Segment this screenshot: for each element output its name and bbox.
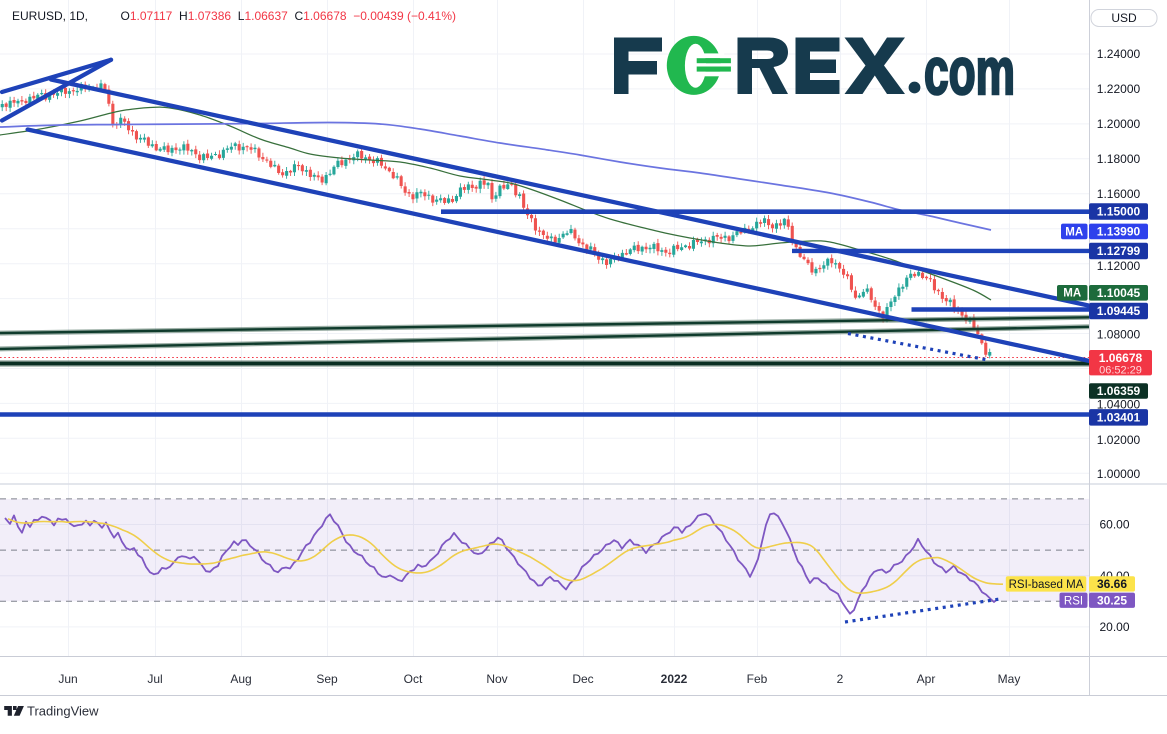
svg-text:Nov: Nov bbox=[486, 672, 507, 686]
svg-text:06:52:29: 06:52:29 bbox=[1099, 365, 1142, 377]
svg-text:1.08000: 1.08000 bbox=[1097, 328, 1141, 342]
svg-text:USD: USD bbox=[1111, 11, 1137, 25]
svg-text:1.04000: 1.04000 bbox=[1097, 398, 1141, 412]
svg-text:1.09445: 1.09445 bbox=[1097, 304, 1141, 318]
svg-text:Jun: Jun bbox=[58, 672, 77, 686]
svg-text:1.06678: 1.06678 bbox=[1099, 351, 1143, 365]
svg-text:1.20000: 1.20000 bbox=[1097, 117, 1141, 131]
svg-text:O1.07117 H1.07386 L1.06637: O1.07117 H1.07386 L1.06637 C1.06678 −0.0… bbox=[121, 9, 456, 23]
svg-text:1.06359: 1.06359 bbox=[1097, 384, 1141, 398]
svg-text:RSI: RSI bbox=[1064, 595, 1083, 607]
svg-text:1.00000: 1.00000 bbox=[1097, 467, 1141, 481]
svg-text:Jul: Jul bbox=[147, 672, 162, 686]
svg-text:TradingView: TradingView bbox=[27, 704, 99, 719]
svg-text:MA: MA bbox=[1065, 226, 1083, 238]
svg-text:Aug: Aug bbox=[230, 672, 251, 686]
svg-text:1.02000: 1.02000 bbox=[1097, 433, 1141, 447]
svg-text:Feb: Feb bbox=[747, 672, 768, 686]
svg-text:20.00: 20.00 bbox=[1099, 620, 1129, 634]
svg-text:2022: 2022 bbox=[661, 672, 688, 686]
svg-text:1.22000: 1.22000 bbox=[1097, 82, 1141, 96]
svg-text:Oct: Oct bbox=[404, 672, 423, 686]
svg-text:MA: MA bbox=[1063, 288, 1081, 300]
svg-text:May: May bbox=[998, 672, 1021, 686]
svg-text:1.12000: 1.12000 bbox=[1097, 259, 1141, 273]
svg-text:1.12799: 1.12799 bbox=[1097, 244, 1141, 258]
svg-text:1.16000: 1.16000 bbox=[1097, 187, 1141, 201]
svg-text:1.24000: 1.24000 bbox=[1097, 47, 1141, 61]
svg-text:36.66: 36.66 bbox=[1097, 577, 1127, 591]
svg-text:1.10045: 1.10045 bbox=[1097, 286, 1141, 300]
svg-text:1.18000: 1.18000 bbox=[1097, 152, 1141, 166]
svg-text:Sep: Sep bbox=[316, 672, 338, 686]
svg-text:1.03401: 1.03401 bbox=[1097, 411, 1141, 425]
svg-text:1.15000: 1.15000 bbox=[1097, 205, 1141, 219]
svg-text:com: com bbox=[924, 34, 1015, 108]
svg-text:2: 2 bbox=[837, 672, 844, 686]
svg-text:Dec: Dec bbox=[572, 672, 593, 686]
svg-text:30.25: 30.25 bbox=[1097, 593, 1127, 607]
svg-text:EURUSD, 1D,: EURUSD, 1D, bbox=[12, 9, 88, 23]
svg-text:RSI-based MA: RSI-based MA bbox=[1009, 579, 1084, 591]
svg-text:1.13990: 1.13990 bbox=[1097, 225, 1141, 239]
svg-text:60.00: 60.00 bbox=[1099, 518, 1129, 532]
svg-text:Apr: Apr bbox=[917, 672, 936, 686]
